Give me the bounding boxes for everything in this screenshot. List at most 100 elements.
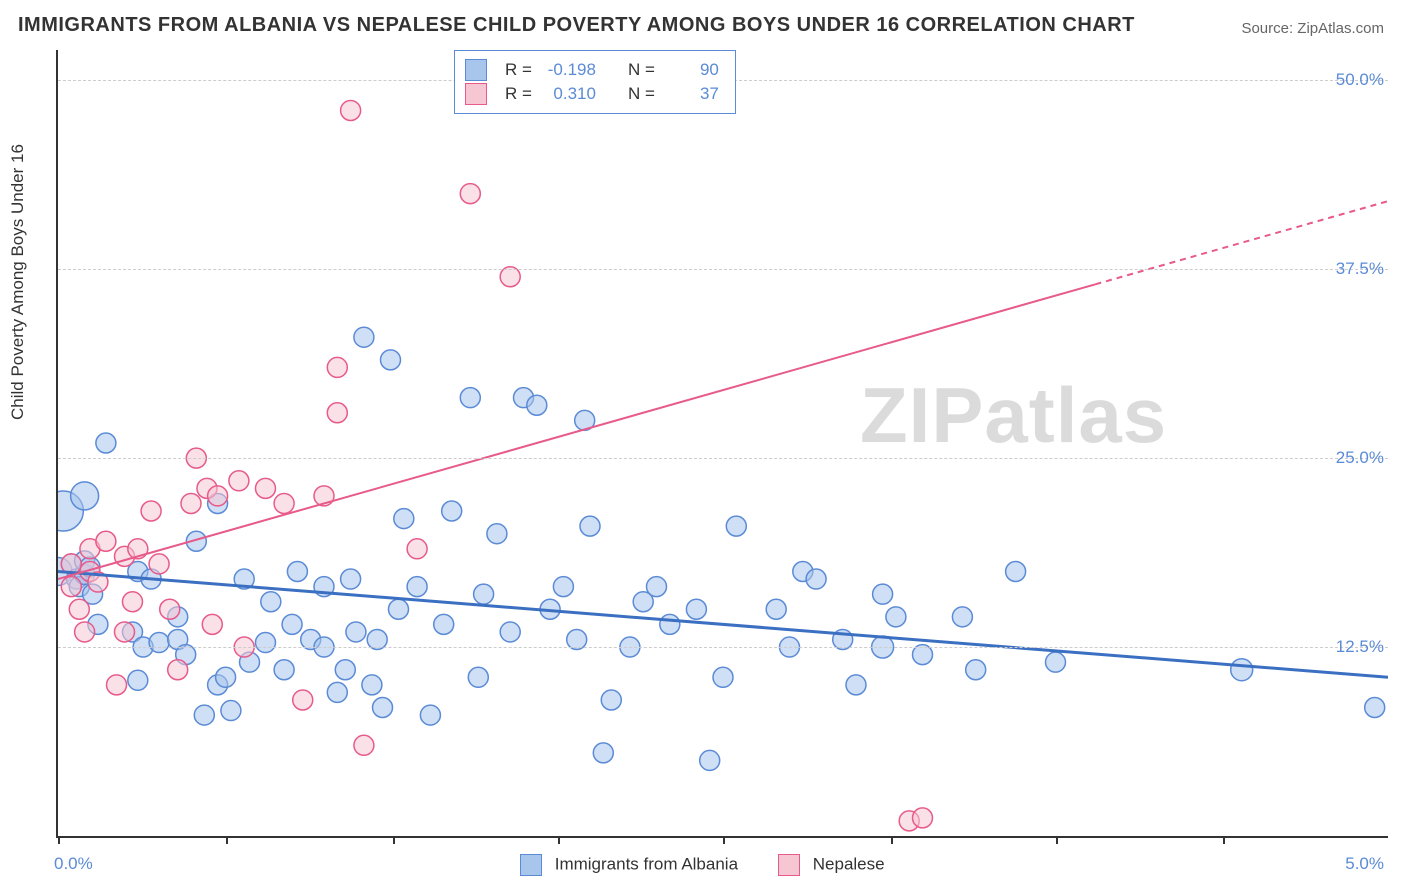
data-point [327, 357, 347, 377]
data-point [168, 660, 188, 680]
x-tick [226, 836, 228, 844]
data-point [327, 403, 347, 423]
data-point [75, 622, 95, 642]
data-point [61, 577, 81, 597]
gridline [58, 458, 1388, 459]
data-point [846, 675, 866, 695]
data-point [80, 539, 100, 559]
data-point [487, 524, 507, 544]
data-point [886, 607, 906, 627]
data-point [88, 614, 108, 634]
data-point [354, 735, 374, 755]
data-point [899, 811, 919, 831]
trend-line [58, 571, 1388, 677]
data-point [282, 614, 302, 634]
data-point [686, 599, 706, 619]
data-point [335, 660, 355, 680]
data-point [115, 546, 135, 566]
data-point [341, 100, 361, 120]
data-point [354, 327, 374, 347]
legend-r-label: R = [505, 84, 532, 104]
data-point [149, 554, 169, 574]
data-point [514, 388, 534, 408]
legend-top-row-albania: R = -0.198 N = 90 [465, 59, 719, 81]
data-point [58, 557, 72, 585]
data-point [407, 539, 427, 559]
data-point [202, 614, 222, 634]
data-point [966, 660, 986, 680]
data-point [540, 599, 560, 619]
data-point [500, 622, 520, 642]
data-point [460, 184, 480, 204]
data-point [700, 750, 720, 770]
x-tick [1223, 836, 1225, 844]
x-axis-max-label: 5.0% [1345, 854, 1384, 874]
data-point [221, 701, 241, 721]
data-point [115, 622, 135, 642]
data-point [713, 667, 733, 687]
trend-line [58, 284, 1095, 579]
x-tick [1056, 836, 1058, 844]
data-point [601, 690, 621, 710]
plot-area [56, 50, 1388, 838]
data-point [88, 572, 108, 592]
legend-swatch-nepalese [778, 854, 800, 876]
data-point [75, 565, 95, 585]
data-point [83, 584, 103, 604]
x-tick [891, 836, 893, 844]
legend-top: R = -0.198 N = 90 R = 0.310 N = 37 [454, 50, 736, 114]
legend-r-value-albania: -0.198 [542, 60, 596, 80]
y-axis-label: Child Poverty Among Boys Under 16 [8, 144, 28, 420]
y-tick-label: 25.0% [1336, 448, 1384, 468]
data-point [793, 561, 813, 581]
data-point [186, 531, 206, 551]
data-point [873, 584, 893, 604]
data-point [122, 622, 142, 642]
legend-top-row-nepalese: R = 0.310 N = 37 [465, 83, 719, 105]
legend-swatch-albania [520, 854, 542, 876]
data-point [261, 592, 281, 612]
data-point [468, 667, 488, 687]
data-point [216, 667, 236, 687]
data-point [80, 557, 100, 577]
data-point [229, 471, 249, 491]
data-point [255, 478, 275, 498]
legend-label-albania: Immigrants from Albania [555, 854, 738, 873]
data-point [341, 569, 361, 589]
gridline [58, 269, 1388, 270]
data-point [58, 491, 83, 531]
data-point [346, 622, 366, 642]
data-point [388, 599, 408, 619]
data-point [240, 652, 260, 672]
data-point [407, 577, 427, 597]
chart-title: IMMIGRANTS FROM ALBANIA VS NEPALESE CHIL… [18, 14, 1135, 37]
data-point [373, 698, 393, 718]
data-point [69, 599, 89, 619]
data-point [474, 584, 494, 604]
data-point [1046, 652, 1066, 672]
data-point [141, 569, 161, 589]
legend-n-value-nepalese: 37 [665, 84, 719, 104]
data-point [71, 482, 99, 510]
y-tick-label: 37.5% [1336, 259, 1384, 279]
data-point [726, 516, 746, 536]
data-point [527, 395, 547, 415]
data-point [460, 388, 480, 408]
data-point [806, 569, 826, 589]
legend-r-label: R = [505, 60, 532, 80]
x-tick [723, 836, 725, 844]
data-point [913, 808, 933, 828]
x-tick [58, 836, 60, 844]
data-point [75, 551, 95, 571]
data-point [96, 433, 116, 453]
x-tick [393, 836, 395, 844]
data-point [287, 561, 307, 581]
data-point [255, 633, 275, 653]
data-point [181, 493, 201, 513]
data-point [141, 501, 161, 521]
data-point [194, 705, 214, 725]
data-point [208, 486, 228, 506]
data-point [96, 531, 116, 551]
data-point [122, 592, 142, 612]
x-axis-min-label: 0.0% [54, 854, 93, 874]
